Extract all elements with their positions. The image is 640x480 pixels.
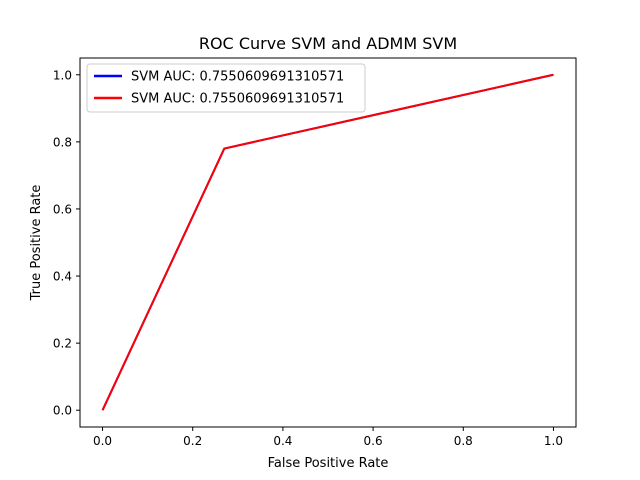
y-tick-label: 0.0 [53,404,72,418]
y-tick-label: 0.4 [53,270,72,284]
x-tick-label: 0.2 [183,434,202,448]
x-tick-label: 0.8 [454,434,473,448]
y-ticks: 0.0 0.2 0.4 0.6 0.8 1.0 [53,68,80,418]
legend-entry-svm-1: SVM AUC: 0.7550609691310571 [131,70,344,85]
y-axis-label: True Positive Rate [29,185,44,302]
x-tick-label: 0.4 [273,434,292,448]
x-axis-label: False Positive Rate [268,456,389,471]
series-layer [101,73,554,411]
x-ticks: 0.0 0.2 0.4 0.6 0.8 1.0 [93,427,563,448]
x-tick-label: 0.0 [93,434,112,448]
legend-box [86,63,366,113]
chart-title: ROC Curve SVM and ADMM SVM [199,34,457,53]
plot-area: 0.0 0.2 0.4 0.6 0.8 1.0 0.0 0.2 0.4 0.6 0.8 1.0 [53,57,577,448]
y-tick-label: 0.2 [53,337,72,351]
y-tick-label: 0.6 [53,202,72,216]
x-tick-label: 0.6 [364,434,383,448]
y-tick-label: 0.8 [53,135,72,149]
y-tick-label: 1.0 [53,68,72,82]
x-tick-label: 1.0 [544,434,563,448]
legend-entry-svm-2: SVM AUC: 0.7550609691310571 [131,92,344,107]
legend: SVM AUC: 0.7550609691310571 SVM AUC: 0.7… [86,63,366,113]
series-line-1 [101,73,554,411]
plot-frame [79,57,577,428]
